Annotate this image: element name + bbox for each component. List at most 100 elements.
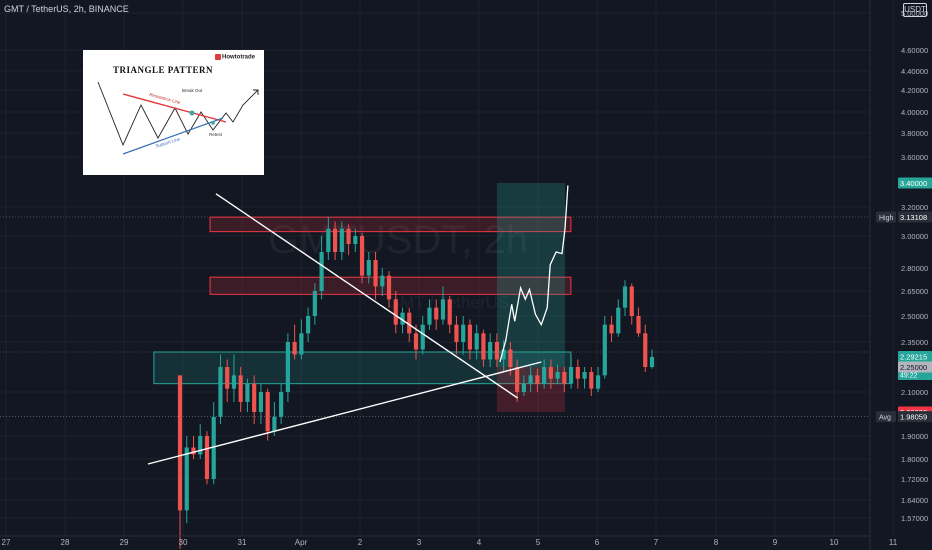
candle-body	[515, 367, 520, 392]
price-label-tag-box	[876, 211, 896, 223]
y-tick-label: 4.60000	[901, 46, 928, 55]
candle-body	[467, 324, 473, 350]
candle-body	[306, 316, 311, 334]
y-tick-label: 2.10000	[901, 388, 928, 397]
y-tick-label: 1.90000	[901, 432, 928, 441]
candle-body	[299, 333, 304, 355]
candle-body	[562, 372, 567, 384]
projection-path	[499, 185, 569, 363]
y-tick-label: 2.35000	[901, 338, 928, 347]
x-tick-label: 10	[830, 538, 839, 547]
symbol-title[interactable]: GMT / TetherUS, 2h, BINANCE	[4, 4, 129, 14]
candle-body	[494, 342, 500, 360]
candle-body	[279, 392, 284, 417]
x-tick-label: 30	[179, 538, 188, 547]
candle-body	[191, 447, 196, 455]
candle-body	[434, 307, 439, 320]
candle-body	[528, 375, 533, 384]
inset-brand: Howtotrade	[215, 54, 255, 61]
triangle-pattern-inset: TRIANGLE PATTERN Howtotrade Resistance L…	[83, 50, 264, 175]
y-tick-label: 4.00000	[901, 108, 928, 117]
candle-body	[400, 312, 405, 325]
candle-body	[386, 275, 392, 300]
candle-body	[454, 324, 459, 342]
candle-body	[285, 342, 290, 392]
candle-body	[521, 383, 526, 392]
y-tick-label: 1.57000	[901, 514, 928, 523]
candle-body	[568, 367, 574, 384]
candle-body	[501, 349, 506, 360]
x-tick-label: 7	[654, 538, 659, 547]
candle-body	[198, 436, 203, 455]
y-tick-label: 2.50000	[901, 312, 928, 321]
y-tick-label: 3.60000	[901, 153, 928, 162]
breakout-label: Break Out	[182, 88, 203, 93]
x-tick-label: 29	[120, 538, 129, 547]
candle-body	[393, 299, 398, 325]
candle-body	[555, 372, 560, 379]
inset-title: TRIANGLE PATTERN	[113, 65, 213, 75]
candle-body	[622, 286, 628, 308]
price-label-value: 3.40000	[900, 179, 927, 188]
candle-body	[649, 357, 655, 367]
price-label-box	[898, 361, 932, 373]
candle-body	[319, 252, 324, 291]
candle-body	[636, 316, 641, 334]
candle-body	[184, 447, 189, 511]
candle-body	[380, 275, 385, 287]
y-tick-label: 4.20000	[901, 86, 928, 95]
resistance-zone	[209, 216, 572, 233]
x-tick-label: 8	[714, 538, 719, 547]
price-label-tag: High	[879, 215, 894, 222]
candle-body	[225, 367, 230, 389]
candle-body	[488, 342, 493, 360]
price-label-countdown: 49:22	[900, 372, 918, 379]
candle-body	[218, 367, 223, 417]
x-tick-label: 6	[595, 538, 600, 547]
candle-body	[474, 333, 479, 350]
triangle-pattern-diagram	[97, 81, 259, 155]
y-tick-label: 1.64000	[901, 496, 928, 505]
candle-body	[616, 307, 621, 334]
candle-body	[413, 333, 419, 350]
brand-logo-icon	[215, 54, 221, 60]
x-tick-label: 4	[477, 538, 482, 547]
candle-body	[535, 375, 540, 384]
watermark-main: GMTUSDT, 2h	[268, 218, 528, 262]
candle-body	[332, 228, 338, 252]
x-tick-label: 11	[889, 538, 898, 547]
price-label-tag-box	[876, 411, 896, 423]
candle-body	[204, 436, 210, 479]
candle-body	[609, 324, 614, 334]
candle-body	[359, 236, 365, 276]
candle-body	[258, 392, 264, 412]
price-label-value: 2.29215	[900, 352, 927, 361]
candle-body	[440, 299, 446, 320]
y-tick-label: 2.80000	[901, 264, 928, 273]
support-trendline	[147, 361, 542, 465]
y-tick-label: 3.00000	[901, 232, 928, 241]
candle-body	[481, 333, 486, 360]
candle-body	[407, 312, 412, 334]
price-label-box	[898, 211, 932, 223]
candle-body	[211, 416, 216, 479]
candle-body	[326, 228, 331, 252]
y-tick-label: 4.40000	[901, 67, 928, 76]
price-label-tag: Avg	[879, 415, 891, 422]
candle-body	[265, 392, 270, 432]
resistance-trendline	[215, 193, 519, 399]
x-tick-label: Apr	[295, 538, 308, 547]
candle-body	[582, 372, 587, 379]
y-tick-label: 5.00000	[901, 9, 928, 18]
candle-body	[177, 375, 183, 511]
candle-body	[447, 299, 452, 325]
candle-body	[629, 286, 634, 316]
currency-badge[interactable]: USDT	[903, 3, 927, 17]
brand-name: Howtotrade	[222, 54, 255, 61]
y-tick-label: 1.72000	[901, 475, 928, 484]
candle-body	[353, 236, 358, 244]
candle-body	[245, 383, 250, 402]
x-tick-label: 31	[238, 538, 247, 547]
price-label-value: 2.25000	[900, 363, 927, 372]
